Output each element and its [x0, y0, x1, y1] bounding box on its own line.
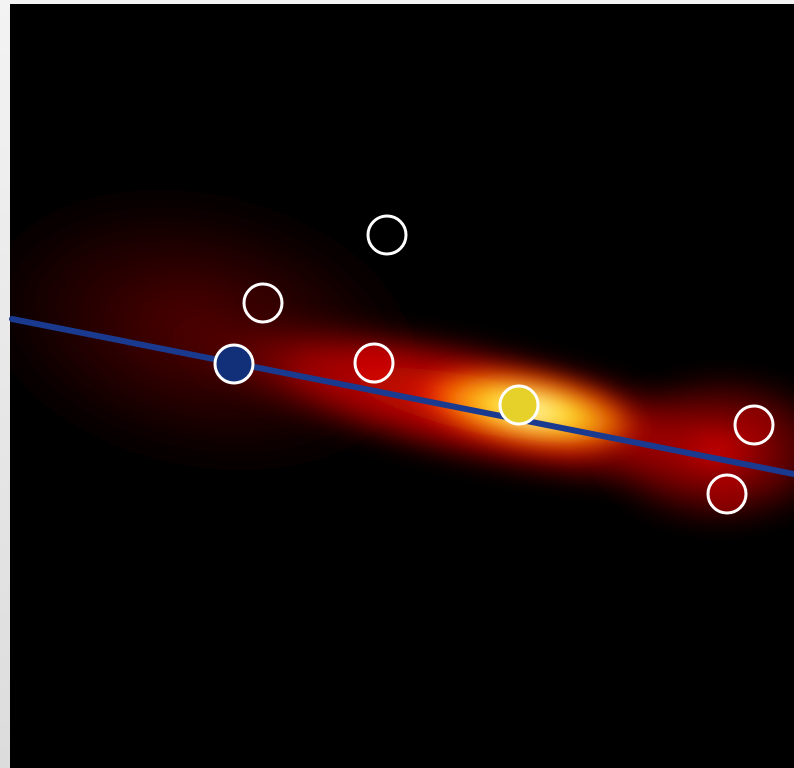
data-point-p7 — [706, 473, 748, 515]
data-point-p5 — [498, 384, 540, 426]
data-point-p3 — [213, 343, 255, 385]
data-point-p6 — [733, 404, 775, 446]
regression-line — [9, 316, 794, 477]
data-point-p4 — [353, 342, 395, 384]
data-point-p2 — [242, 282, 284, 324]
data-point-p1 — [366, 214, 408, 256]
points-layer — [213, 214, 775, 515]
